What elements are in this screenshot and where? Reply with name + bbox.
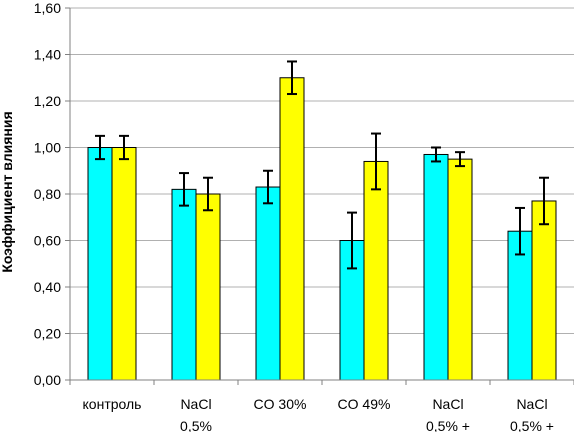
x-category-label: 0,5% + <box>426 418 470 432</box>
y-axis-title: Коэффициент влияния <box>0 111 15 272</box>
bar-series-2 <box>447 158 473 381</box>
bar-series-2 <box>279 77 305 381</box>
bar-series-1 <box>171 188 197 381</box>
y-tick-label: 0,00 <box>34 372 61 388</box>
x-category-label: CO 30% <box>254 396 307 412</box>
x-category-label: контроль <box>83 396 142 412</box>
y-tick-label: 0,40 <box>34 279 61 295</box>
bar-series-2 <box>195 193 221 381</box>
x-category-label: 0,5% <box>180 418 212 432</box>
bars <box>87 77 557 381</box>
y-tick-label: 1,60 <box>34 0 61 16</box>
bar-series-2 <box>531 200 557 381</box>
x-category-label: NaCl <box>180 396 211 412</box>
y-tick-label: 1,20 <box>34 93 61 109</box>
error-bars <box>95 60 549 270</box>
bar-series-1 <box>87 147 113 381</box>
x-category-label: CO 49% <box>338 396 391 412</box>
axes <box>65 7 574 385</box>
y-tick-label: 0,20 <box>34 326 61 342</box>
gridlines <box>70 7 574 334</box>
bar-series-1 <box>255 186 281 381</box>
y-tick-label: 0,80 <box>34 186 61 202</box>
category-labels: контроль NaCl 0,5% CO 30% CO 49% NaCl 0,5% + Na… <box>83 396 554 432</box>
bar-series-2 <box>363 160 389 381</box>
y-tick-label: 1,40 <box>34 47 61 63</box>
bar-series-1 <box>423 153 449 381</box>
x-category-label: 0,5% + <box>510 418 554 432</box>
y-tick-labels: 0,00 0,20 0,40 0,60 0,80 1,00 1,20 1,40 1,60 <box>34 0 61 388</box>
x-category-label: NaCl <box>432 396 463 412</box>
x-category-label: NaCl <box>516 396 547 412</box>
bar-series-2 <box>111 147 137 381</box>
y-tick-label: 1,00 <box>34 140 61 156</box>
y-tick-label: 0,60 <box>34 233 61 249</box>
